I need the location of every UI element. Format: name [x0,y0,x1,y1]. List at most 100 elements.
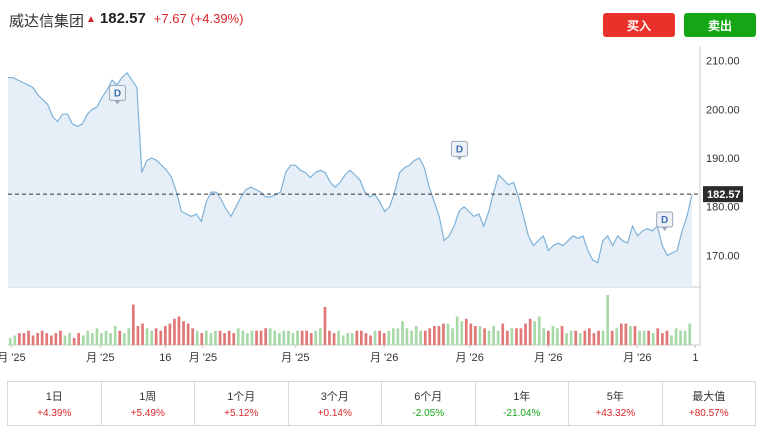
volume-bar [369,335,372,345]
volume-bar [241,330,245,345]
volume-bar [451,328,454,345]
volume-bar [674,328,678,345]
period-change: -21.04% [503,408,541,419]
volume-bar [173,318,176,345]
volume-bar [305,330,308,345]
x-tick-label: 月 '25 [86,352,114,364]
buy-button[interactable]: 买入 [603,13,675,37]
x-tick-label: 月 '25 [0,352,26,364]
volume-bar [565,333,568,345]
volume-bar [401,321,404,345]
volume-bar [182,321,185,345]
volume-bar [633,326,637,345]
volume-bar [232,333,236,345]
volume-bar [337,330,340,345]
volume-bar [150,330,153,345]
y-tick-label: 170.00 [706,250,740,262]
volume-bar [59,330,62,345]
volume-bar [442,323,445,345]
volume-bar [36,333,39,345]
volume-bar [278,333,281,345]
period-option[interactable]: 1日 +4.39% [8,382,102,425]
period-label: 3个月 [320,391,349,403]
x-tick-label: 月 '26 [534,352,562,364]
volume-bar [665,330,669,345]
period-label: 6个月 [414,391,443,403]
volume-bar [100,333,103,345]
volume-bar [195,330,199,345]
volume-bar [583,330,587,345]
volume-bar [624,323,628,345]
period-change: -2.05% [412,408,445,419]
volume-bar [214,330,217,345]
volume-bar [501,323,505,345]
price-area [8,72,692,287]
volume-bar [136,326,140,345]
volume-bar [396,328,400,345]
volume-bar [601,330,605,345]
volume-bar [328,330,331,345]
period-option[interactable]: 1周 +5.49% [102,382,195,425]
period-option[interactable]: 最大值 +80.57% [663,382,756,425]
x-tick-label: 月 '26 [623,352,651,364]
last-price: 182.57 [99,10,146,27]
y-tick-label: 210.00 [706,56,740,68]
volume-bar [519,328,523,345]
volume-bar [22,333,26,345]
volume-bar [620,323,623,345]
volume-bar [547,330,550,345]
volume-bar [319,328,322,345]
volume-bar [556,328,559,345]
volume-bars [8,295,692,345]
volume-bar [63,335,67,345]
volume-bar [268,328,272,345]
volume-bar [478,326,482,345]
period-option[interactable]: 3个月 +0.14% [289,382,382,425]
volume-bar [227,330,231,345]
period-change: +4.39% [37,408,72,419]
volume-bar [122,333,126,345]
volume-bar [487,330,491,345]
volume-bar [670,335,673,345]
up-arrow-icon: ▲ [86,14,96,25]
volume-bar [81,335,85,345]
dividend-marker[interactable]: D [656,211,674,232]
volume-bar [177,316,181,345]
volume-bar [27,330,30,345]
volume-bar [323,306,327,345]
period-option[interactable]: 1个月 +5.12% [195,382,289,425]
sell-button[interactable]: 卖出 [684,13,756,37]
volume-bar [569,330,573,345]
volume-bar [464,318,468,345]
volume-bar [259,330,263,345]
volume-bar [346,333,350,345]
volume-bar [651,333,655,345]
period-label: 最大值 [692,391,726,403]
period-change: +43.32% [595,408,636,419]
volume-bar [410,330,413,345]
period-option[interactable]: 5年 +43.32% [569,382,663,425]
volume-bar [492,326,495,345]
price-chart[interactable]: D D D 210.00 200.00 190.00 180.00 170.00 182.5… [0,46,763,368]
period-option[interactable]: 6个月 -2.05% [382,382,476,425]
period-change: +5.49% [130,408,165,419]
period-option[interactable]: 1年 -21.04% [476,382,569,425]
volume-bar [264,328,267,345]
volume-bar [296,330,299,345]
y-tick-label: 190.00 [706,153,740,165]
volume-bar [314,330,318,345]
x-axis: 月 '25 月 '25 16 月 '25 月 '25 月 '26 月 '26 月 '26 月 '… [0,345,698,364]
quote-header: 威达信集团 ▲ 182.57 +7.67 (+4.39%) 买入 卖出 [0,0,763,44]
dividend-marker-label: D [114,88,121,99]
volume-bar [8,337,12,345]
company-name: 威达信集团 [9,13,85,30]
dividend-marker[interactable]: D [450,140,468,161]
volume-bar [168,323,172,345]
period-label: 5年 [606,391,624,403]
volume-bar [200,333,204,345]
volume-bar [510,328,514,345]
volume-bar [355,330,359,345]
volume-bar [282,330,286,345]
dividend-marker[interactable]: D [108,84,126,105]
x-tick-label: 1 [692,352,698,364]
